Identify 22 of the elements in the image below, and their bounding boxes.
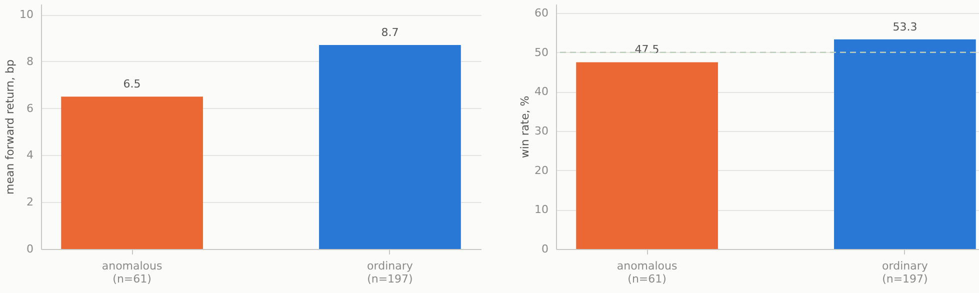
y-tick-label: 4 — [26, 148, 34, 162]
data-label: 53.3 — [892, 20, 918, 34]
x-tick-label: anomalous (n=61) — [616, 260, 678, 286]
y-tick-label: 60 — [534, 6, 548, 20]
y-tick-label: 10 — [534, 203, 548, 216]
data-label: 6.5 — [123, 78, 141, 91]
x-tick-label: ordinary (n=197) — [882, 260, 928, 286]
y-tick-label: 40 — [534, 85, 548, 98]
y-tick-label: 0 — [542, 242, 548, 256]
y-axis-title: win rate, % — [518, 96, 532, 158]
y-tick-label: 10 — [20, 8, 34, 22]
y-axis-title: mean forward return, bp — [4, 60, 17, 194]
y-tick-label: 0 — [26, 242, 34, 256]
y-tick-label: 20 — [534, 164, 548, 177]
y-tick-label: 50 — [534, 46, 548, 59]
y-tick-label: 6 — [26, 102, 34, 115]
x-tick-label: anomalous (n=61) — [102, 260, 163, 286]
y-tick-label: 2 — [26, 196, 34, 209]
data-label: 8.7 — [381, 26, 399, 40]
x-tick-label: ordinary (n=197) — [367, 260, 414, 286]
y-tick-label: 30 — [534, 124, 548, 138]
y-tick-label: 8 — [26, 54, 34, 68]
